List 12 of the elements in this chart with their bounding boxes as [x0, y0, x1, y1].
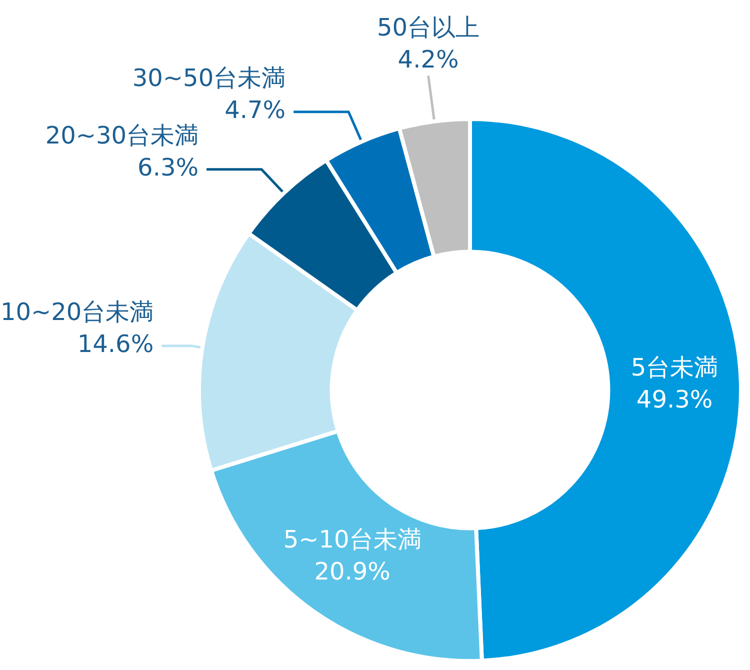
data-label: 49.3% [636, 386, 713, 414]
slice-label: 30~50台未満 [132, 64, 286, 92]
slice-label: 5台未満 [630, 354, 718, 382]
slice-label: 10~20台未満 [0, 298, 154, 326]
slice-label: 50台以上 [377, 14, 480, 42]
data-label: 20.9% [314, 558, 390, 586]
data-label: 4.7% [224, 96, 286, 124]
slice-label: 5~10台未満 [283, 526, 422, 554]
data-label: 14.6% [77, 330, 154, 358]
data-label: 4.2% [398, 46, 459, 74]
slice-label: 20~30台未満 [45, 122, 199, 150]
data-label: 6.3% [138, 154, 199, 182]
